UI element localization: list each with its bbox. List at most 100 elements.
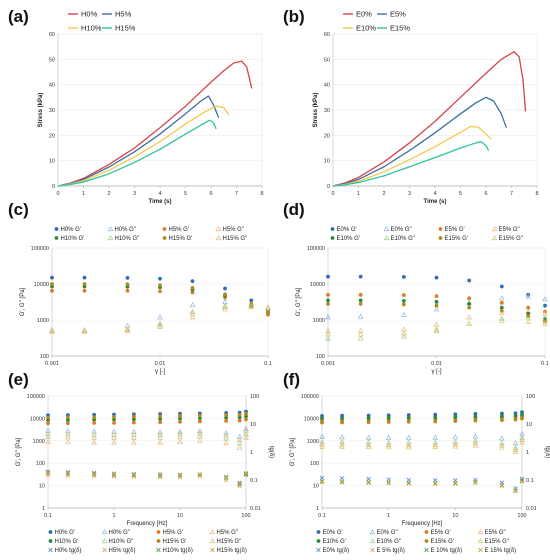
data-point [131,439,137,445]
data-point [519,478,525,483]
data-point [512,448,519,454]
x-tick-label: 0.1 [264,361,272,367]
x-tick-label: 3 [133,191,136,197]
data-point [433,415,438,420]
data-point [319,479,325,484]
y-axis-title: Stress (kPa) [38,93,44,128]
legend-swatch [477,538,484,544]
data-point [111,428,117,434]
data-point [158,283,162,288]
data-point [243,427,249,433]
y-tick-label: 1 [42,506,45,512]
data-point [178,414,182,418]
x-tick-label: 0.001 [45,361,59,367]
legend-swatch [156,539,161,543]
series-h10-g [45,431,249,446]
legend-swatch [107,235,114,241]
legend-swatch [209,529,216,535]
data-point [189,302,196,308]
data-point [319,433,325,439]
y2-axis-title: tg(δ) [544,446,550,458]
data-point [365,434,372,440]
data-point [190,279,195,284]
data-point [50,288,54,293]
data-point [542,320,548,326]
legend-label: E0% G" [391,227,412,233]
data-point [320,420,324,425]
data-point [177,472,183,478]
legend-swatch [210,547,215,553]
data-point [405,444,412,450]
data-point [366,479,371,485]
legend-swatch [424,530,429,534]
series-e10-g [320,412,524,421]
legend-swatch [438,236,443,240]
data-point [249,298,254,303]
legend-label: E15% G" [499,236,523,242]
data-point [500,411,504,416]
data-point [237,480,242,485]
series-h15-g [49,303,271,333]
data-point [513,488,518,494]
legend-swatch [424,547,429,553]
data-point [366,416,371,421]
legend-swatch [48,539,53,543]
data-point [178,419,182,424]
legend-label: H15% G" [223,236,248,242]
legend-label: H0% G" [115,227,136,233]
x-tick-label: 4 [158,191,161,197]
series-line [332,125,492,187]
data-point [339,476,345,481]
y-tick-label: 20 [324,133,330,139]
x-tick-label: 0.001 [321,361,335,367]
y-tick-label: 10 [324,159,330,165]
data-point [499,442,505,448]
data-point [520,416,524,421]
data-point [319,441,325,447]
data-point [131,434,137,440]
legend-label: E10% G" [391,236,415,242]
legend-label: H0% G' [61,227,81,233]
data-point [385,442,392,448]
data-point [499,308,504,313]
y-tick-label: 20 [49,133,55,139]
data-point [499,444,505,450]
legend-swatch [491,235,498,241]
legend-label: H10% G" [115,236,140,242]
data-point [190,290,195,295]
legend-label: E10% G' [337,236,361,242]
legend-swatch [330,227,335,231]
data-point [91,434,97,440]
data-point [224,413,229,418]
series-h10-g [46,414,248,422]
y-tick-label: 60 [49,32,55,38]
data-point [453,412,458,417]
data-point [131,414,136,419]
data-point [82,288,87,293]
series-h5-g [46,417,248,426]
series-h15-g [50,282,270,315]
legend-label: H5% G" [217,530,238,536]
data-point [339,439,345,445]
data-point [265,304,271,310]
data-point [125,282,130,287]
data-point [65,434,71,440]
legend-swatch [101,538,108,544]
legend-label: E5% G" [485,530,506,536]
data-point [237,481,242,486]
legend-label: E0% G' [323,530,343,536]
legend-label: H5% G' [163,530,183,536]
x-tick-label: 4 [433,191,436,197]
panel-c: (c) 0.001 0.01 0.1 100 1000 10000 100000 γ [-] G'… [8,200,272,375]
data-point [473,414,478,419]
x-tick-label: 7 [510,191,513,197]
y-tick-label: 0 [327,184,330,190]
series-h0 [57,60,253,187]
series-h0-g [45,425,249,439]
legend-label: H15% G' [169,236,193,242]
y-tick-label: 10000 [34,282,49,288]
data-point [339,480,345,485]
legend-label: H0% tg(δ) [55,548,82,554]
legend-label: E15% G' [445,236,469,242]
y-tick-label: 1 [316,506,319,512]
